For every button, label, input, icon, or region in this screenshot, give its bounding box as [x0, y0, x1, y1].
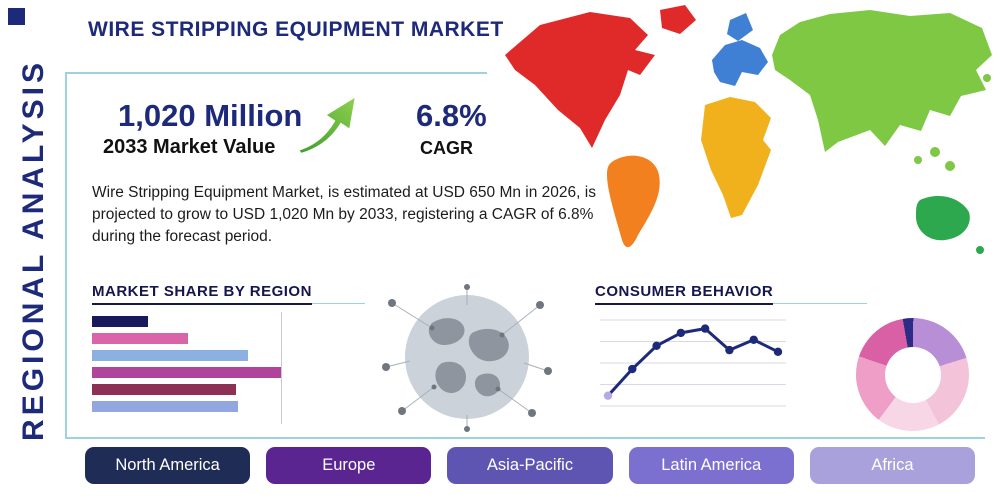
- globe-network-graphic: [372, 283, 562, 438]
- region-button-north-america[interactable]: North America: [85, 447, 251, 484]
- panel-rule-left: [65, 72, 67, 438]
- islands-shapes: [914, 74, 991, 254]
- region-button-row: North America Europe Asia-Pacific Latin …: [85, 447, 976, 484]
- bar-chart-gridline: [281, 312, 282, 424]
- north-america-shape: [505, 12, 655, 148]
- growth-arrow-icon: [292, 88, 362, 161]
- consumer-behavior-line-chart: [598, 310, 788, 423]
- market-share-heading-text: MARKET SHARE BY REGION: [92, 283, 312, 305]
- side-label: REGIONAL ANALYSIS: [17, 59, 50, 441]
- consumer-behavior-heading: CONSUMER BEHAVIOR: [595, 283, 867, 305]
- market-share-bar-3: [92, 367, 282, 378]
- panel-rule-bottom: [65, 437, 985, 439]
- corner-accent-square: [8, 8, 25, 25]
- asia-shape: [772, 10, 992, 152]
- region-button-latin-america[interactable]: Latin America: [628, 447, 794, 484]
- market-share-heading: MARKET SHARE BY REGION: [92, 283, 365, 305]
- market-share-bar-1: [92, 333, 188, 344]
- region-button-europe[interactable]: Europe: [266, 447, 432, 484]
- cagr-label: CAGR: [420, 138, 473, 158]
- market-share-bar-chart: [92, 316, 292, 420]
- scandinavia-shape: [727, 13, 753, 41]
- market-share-bar-2: [92, 350, 248, 361]
- consumer-behavior-heading-rule: [773, 303, 867, 304]
- market-share-heading-rule: [311, 303, 365, 304]
- region-button-asia-pacific[interactable]: Asia-Pacific: [447, 447, 613, 484]
- market-share-bar-0: [92, 316, 148, 327]
- page-title: WIRE STRIPPING EQUIPMENT MARKET: [88, 18, 504, 41]
- south-america-shape: [607, 155, 660, 248]
- europe-shape: [712, 40, 768, 86]
- market-share-bar-4: [92, 384, 236, 395]
- market-description: Wire Stripping Equipment Market, is esti…: [92, 184, 596, 245]
- africa-shape: [701, 97, 771, 218]
- panel-rule-top: [65, 72, 487, 74]
- australia-shape: [916, 195, 970, 241]
- region-button-africa[interactable]: Africa: [809, 447, 976, 484]
- cagr-stat: 6.8%: [416, 98, 487, 133]
- market-share-bar-5: [92, 401, 238, 412]
- world-map: [480, 0, 1000, 277]
- consumer-behavior-heading-text: CONSUMER BEHAVIOR: [595, 283, 774, 305]
- market-value-label: 2033 Market Value: [103, 136, 276, 158]
- greenland-shape: [660, 5, 696, 34]
- market-value-stat: 1,020 Million: [118, 98, 303, 133]
- donut-hole: [884, 346, 941, 403]
